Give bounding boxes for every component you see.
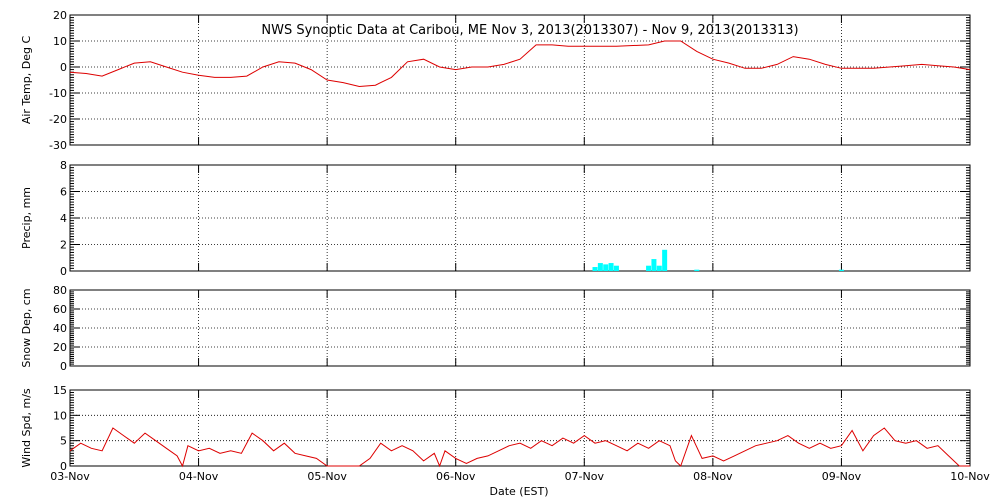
y-tick-label: 0 — [60, 61, 67, 74]
precip-bar — [694, 269, 700, 271]
y-tick-label: 5 — [60, 435, 67, 448]
x-tick-label: 06-Nov — [436, 470, 476, 483]
precip-bar — [603, 264, 609, 271]
snow-depth-panel: Snow Dep, cm 0 20 40 60 80 — [20, 284, 971, 373]
air-temp-axis-label: Air Temp, Deg C — [20, 36, 33, 125]
x-tick-label: 08-Nov — [693, 470, 733, 483]
x-axis-label: Date (EST) — [489, 485, 548, 498]
precip-bar — [608, 263, 614, 271]
y-tick-label: 40 — [53, 322, 67, 335]
y-tick-label: 10 — [53, 35, 67, 48]
y-tick-label: 10 — [53, 409, 67, 422]
y-tick-label: 0 — [60, 460, 67, 473]
precip-bar — [613, 265, 619, 271]
x-tick-label: 07-Nov — [565, 470, 605, 483]
precip-bar — [592, 267, 598, 271]
precip-axis-label: Precip, mm — [20, 187, 33, 249]
wind-series-line — [69, 427, 970, 468]
x-tick-label: 09-Nov — [822, 470, 862, 483]
wind-speed-panel: Wind Spd, m/s 0 5 10 15 — [20, 384, 971, 473]
x-tick-label: 04-Nov — [179, 470, 219, 483]
y-tick-label: 80 — [53, 284, 67, 297]
y-tick-label: 2 — [60, 239, 67, 252]
y-tick-label: -20 — [49, 113, 67, 126]
wind-frame — [69, 389, 971, 467]
y-tick-label: -30 — [49, 139, 67, 152]
precip-bar — [838, 269, 844, 271]
wind-speed-axis-label: Wind Spd, m/s — [20, 388, 33, 468]
y-tick-label: 6 — [60, 186, 67, 199]
x-tick-label: 03-Nov — [50, 470, 90, 483]
temp-series-line — [69, 40, 971, 88]
precip-bar — [597, 263, 603, 271]
air-temp-panel: Air Temp, Deg C -30 -20 -10 0 10 20 — [20, 9, 971, 152]
y-tick-label: -10 — [49, 87, 67, 100]
precip-panel: Precip, mm 0 2 4 6 8 — [20, 159, 971, 278]
y-tick-label: 20 — [53, 341, 67, 354]
y-tick-label: 20 — [53, 9, 67, 22]
y-tick-label: 8 — [60, 159, 67, 172]
y-tick-label: 0 — [60, 360, 67, 373]
precip-bar — [646, 265, 652, 271]
y-tick-label: 15 — [53, 384, 67, 397]
chart-title: NWS Synoptic Data at Caribou, ME Nov 3, … — [261, 23, 798, 38]
precip-bar — [656, 265, 662, 271]
y-tick-label: 0 — [60, 265, 67, 278]
x-tick-label: 05-Nov — [307, 470, 347, 483]
precip-bar — [662, 249, 668, 271]
y-tick-label: 4 — [60, 212, 67, 225]
x-tick-label: 10-Nov — [950, 470, 990, 483]
precip-bar — [651, 259, 657, 271]
snow-depth-axis-label: Snow Dep, cm — [20, 288, 33, 367]
y-tick-label: 60 — [53, 303, 67, 316]
